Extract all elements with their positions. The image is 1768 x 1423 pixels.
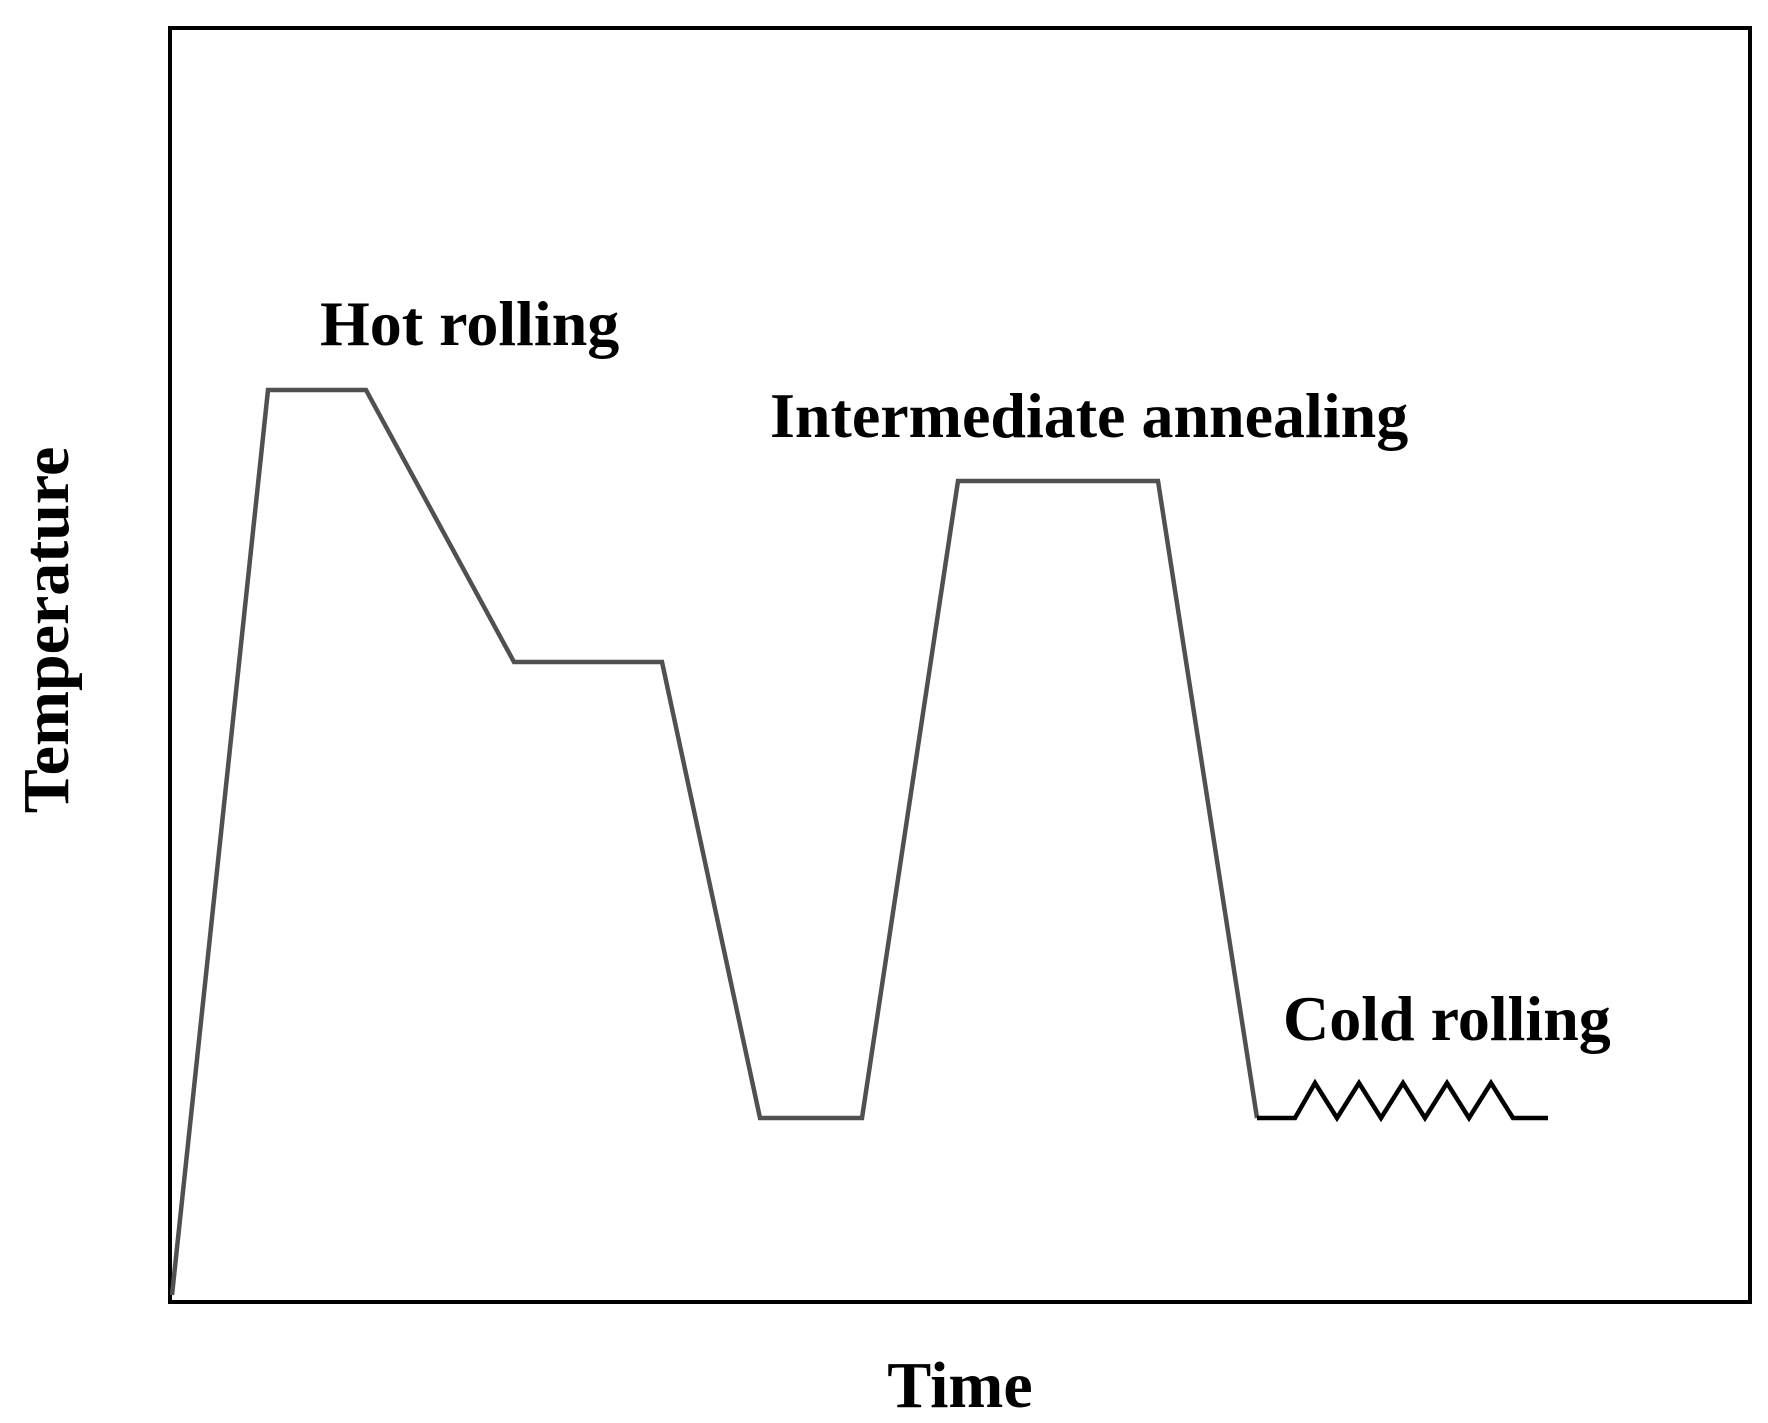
cold-rolling-zigzag-line (1257, 1078, 1548, 1123)
stage-label-intermediate-annealing: Intermediate annealing (770, 380, 1408, 451)
plot-frame (168, 26, 1752, 1304)
stage-label-cold-rolling: Cold rolling (1283, 983, 1611, 1054)
temperature-time-curve (169, 387, 1260, 1296)
x-axis-label: Time (887, 1349, 1032, 1422)
y-axis-label: Temperature (10, 447, 83, 814)
stage-label-hot-rolling: Hot rolling (320, 288, 619, 359)
